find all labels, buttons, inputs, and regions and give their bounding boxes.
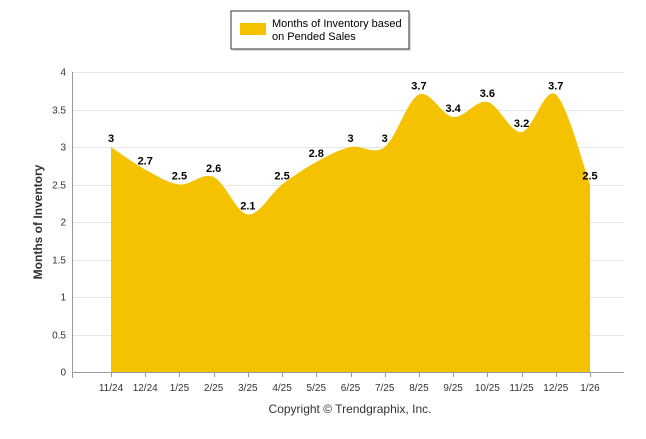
data-labels: 3 2.7 2.5 2.6 2.1 2.5 2.8 3 3 3.7 3.4 3.6 3.2 3.7 2.5 <box>108 81 598 213</box>
data-label: 3.7 <box>548 81 563 93</box>
data-label: 3.6 <box>480 88 495 100</box>
y-tick-label: 3.5 <box>52 106 66 117</box>
x-tick-label: 8/25 <box>409 383 429 394</box>
x-tick-label: 1/25 <box>170 383 190 394</box>
x-tick-label: 7/25 <box>375 383 395 394</box>
data-label: 2.5 <box>172 171 187 183</box>
data-label: 3.7 <box>411 81 426 93</box>
y-tick-label: 1.5 <box>52 256 66 267</box>
data-label: 2.8 <box>309 148 324 160</box>
data-label: 3 <box>108 133 114 145</box>
data-label: 2.6 <box>206 163 221 175</box>
y-tick-label: 2 <box>60 218 66 229</box>
y-tick-label: 1 <box>60 293 66 304</box>
data-label: 3 <box>347 133 353 145</box>
x-tick-label: 9/25 <box>443 383 463 394</box>
axes: 0 0.5 1 1.5 2 2.5 3 3.5 4 11/24 12/24 1/25 2/25 3/25 4… <box>52 68 624 394</box>
x-tick-label: 4/25 <box>272 383 292 394</box>
series-area <box>111 93 590 372</box>
x-tick-label: 12/25 <box>543 383 568 394</box>
legend-line-1: Months of Inventory based <box>272 18 402 30</box>
y-tick-label: 0 <box>60 368 66 379</box>
data-label: 2.7 <box>138 156 153 168</box>
data-label: 2.1 <box>240 201 255 213</box>
data-label: 3.4 <box>445 103 461 115</box>
y-tick-label: 2.5 <box>52 181 66 192</box>
y-tick-label: 3 <box>60 143 66 154</box>
x-tick-label: 11/25 <box>509 383 534 394</box>
legend: Months of Inventory based on Pended Sale… <box>230 10 411 51</box>
y-tick-label: 0.5 <box>52 331 66 342</box>
y-axis-title: Months of Inventory <box>31 164 45 279</box>
x-tick-label: 3/25 <box>238 383 258 394</box>
legend-line-2: on Pended Sales <box>272 31 356 43</box>
data-label: 2.5 <box>582 171 597 183</box>
data-label: 2.5 <box>274 171 289 183</box>
y-tick-label: 4 <box>60 68 66 79</box>
x-tick-label: 1/26 <box>580 383 600 394</box>
area-fill <box>111 93 590 372</box>
copyright-text: Copyright © Trendgraphix, Inc. <box>269 402 432 416</box>
legend-swatch <box>240 23 266 35</box>
x-tick-label: 6/25 <box>341 383 361 394</box>
data-label: 3.2 <box>514 118 529 130</box>
x-tick-label: 2/25 <box>204 383 224 394</box>
data-label: 3 <box>382 133 388 145</box>
x-tick-label: 12/24 <box>133 383 158 394</box>
x-tick-label: 5/25 <box>307 383 327 394</box>
x-tick-label: 10/25 <box>475 383 500 394</box>
x-tick-label: 11/24 <box>99 383 124 394</box>
